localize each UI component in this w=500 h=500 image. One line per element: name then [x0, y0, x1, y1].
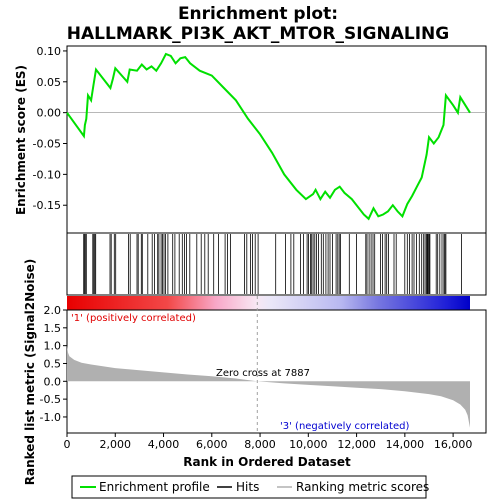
- rank-gradient: [67, 296, 470, 310]
- es-panel-frame: [66, 45, 487, 234]
- es-y-tick-label: 0.00: [37, 107, 62, 120]
- metric-x-tick-label: 8,000: [244, 438, 276, 451]
- metric-x-ticks: 0 2,000 4,000 6,000 8,000 10,000 12,000 14,000 1…: [64, 433, 473, 451]
- es-y-axis-label: Enrichment score (ES): [14, 65, 28, 215]
- metric-x-tick-label: 4,000: [148, 438, 180, 451]
- metric-panel: 2.0 1.5 1.0 0.5 0.0 -0.5 -1.0 0 2,000 4,000 6,000…: [40, 296, 487, 451]
- metric-y-axis-label: Ranked list metric (Signal2Noise): [23, 259, 37, 486]
- es-y-tick-label: 0.05: [37, 76, 62, 89]
- negative-correlation-label: '3' (negatively correlated): [280, 421, 409, 432]
- metric-x-tick-label: 14,000: [386, 438, 425, 451]
- es-y-tick-label: -0.10: [33, 168, 61, 181]
- es-profile-line: [66, 52, 471, 221]
- es-y-tick-label: 0.10: [37, 45, 62, 58]
- metric-x-tick-label: 0: [64, 438, 71, 451]
- legend-hits-label: Hits: [236, 480, 259, 494]
- positive-correlation-label: '1' (positively correlated): [71, 313, 196, 324]
- title-line-1: Enrichment plot:: [178, 4, 338, 24]
- metric-y-tick-label: 0.5: [44, 357, 62, 370]
- es-y-tick-label: -0.15: [33, 199, 61, 212]
- metric-y-tick-label: 1.5: [44, 322, 62, 335]
- metric-y-tick-label: 2.0: [44, 304, 62, 317]
- metric-area: [67, 345, 470, 428]
- metric-y-tick-label: -1.0: [40, 411, 61, 424]
- es-panel: 0.10 0.05 0.00 -0.05 -0.10 -0.15: [33, 45, 487, 234]
- metric-x-tick-label: 6,000: [196, 438, 228, 451]
- metric-x-tick-label: 10,000: [289, 438, 328, 451]
- metric-x-tick-label: 2,000: [100, 438, 132, 451]
- metric-x-tick-label: 16,000: [434, 438, 473, 451]
- metric-x-axis-label: Rank in Ordered Dataset: [183, 455, 351, 469]
- title-line-2: HALLMARK_PI3K_AKT_MTOR_SIGNALING: [67, 24, 449, 44]
- hit-lines: [83, 234, 463, 294]
- es-y-ticks: 0.10 0.05 0.00 -0.05 -0.10 -0.15: [33, 45, 67, 212]
- metric-y-ticks: 2.0 1.5 1.0 0.5 0.0 -0.5 -1.0: [40, 304, 67, 424]
- legend-profile-label: Enrichment profile: [99, 480, 210, 494]
- metric-x-tick-label: 12,000: [337, 438, 376, 451]
- metric-y-tick-label: 0.0: [44, 375, 62, 388]
- metric-y-tick-label: -0.5: [40, 393, 61, 406]
- rank-color-bar: [67, 296, 470, 310]
- hits-panel: [66, 232, 487, 296]
- metric-y-tick-label: 1.0: [44, 340, 62, 353]
- legend-metric-label: Ranking metric scores: [296, 480, 429, 494]
- legend: Enrichment profile Hits Ranking metric s…: [71, 475, 429, 499]
- legend-frame: [71, 475, 427, 499]
- zero-cross-label: Zero cross at 7887: [216, 368, 310, 379]
- es-y-tick-label: -0.05: [33, 138, 61, 151]
